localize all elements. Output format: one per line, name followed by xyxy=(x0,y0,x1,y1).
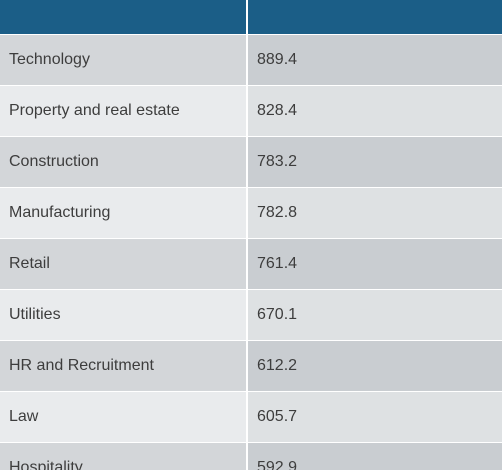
table-row: Property and real estate 828.4 xyxy=(0,85,502,137)
column-header-sector xyxy=(0,0,247,35)
table-row: Hospitality 592.9 xyxy=(0,442,502,470)
column-header-value xyxy=(246,0,502,35)
sector-value: 605.7 xyxy=(246,391,502,443)
sector-value: 761.4 xyxy=(246,238,502,290)
sector-value: 889.4 xyxy=(246,34,502,86)
table-row: Law 605.7 xyxy=(0,391,502,443)
table-body: Technology 889.4 Property and real estat… xyxy=(0,34,502,470)
sector-name: Property and real estate xyxy=(0,85,247,137)
sector-name: Retail xyxy=(0,238,247,290)
sector-value: 782.8 xyxy=(246,187,502,239)
sector-name: Hospitality xyxy=(0,442,247,470)
table-row: Construction 783.2 xyxy=(0,136,502,188)
table-header xyxy=(0,0,502,35)
sector-name: HR and Recruitment xyxy=(0,340,247,392)
table-row: Utilities 670.1 xyxy=(0,289,502,341)
sector-value: 670.1 xyxy=(246,289,502,341)
sector-value: 592.9 xyxy=(246,442,502,470)
sector-name: Manufacturing xyxy=(0,187,247,239)
sector-name: Law xyxy=(0,391,247,443)
sector-value: 612.2 xyxy=(246,340,502,392)
sector-value: 783.2 xyxy=(246,136,502,188)
table-row: HR and Recruitment 612.2 xyxy=(0,340,502,392)
header-row xyxy=(0,0,502,35)
sector-value: 828.4 xyxy=(246,85,502,137)
sector-name: Construction xyxy=(0,136,247,188)
table-row: Technology 889.4 xyxy=(0,34,502,86)
table-row: Manufacturing 782.8 xyxy=(0,187,502,239)
table-row: Retail 761.4 xyxy=(0,238,502,290)
sector-name: Technology xyxy=(0,34,247,86)
sector-name: Utilities xyxy=(0,289,247,341)
